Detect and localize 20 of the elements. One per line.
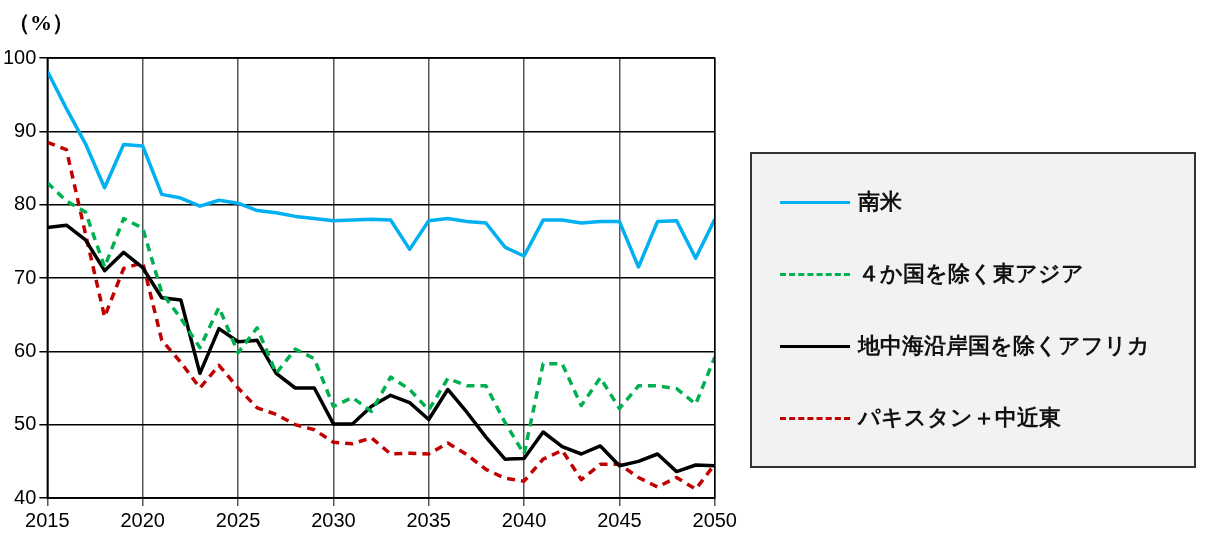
legend-label: 地中海沿岸国を除くアフリカ <box>858 332 1150 360</box>
y-tick-label: 70 <box>14 265 37 288</box>
legend-label: 南米 <box>858 188 902 216</box>
x-tick-label: 2040 <box>501 508 547 531</box>
y-tick-label: 40 <box>14 485 37 508</box>
x-tick-label: 2045 <box>597 508 642 531</box>
y-tick-label: 80 <box>14 192 37 215</box>
x-tick-label: 2015 <box>25 508 70 531</box>
legend-label: ４か国を除く東アジア <box>858 260 1084 288</box>
y-tick-label: 100 <box>2 45 37 68</box>
y-tick-label: 50 <box>14 412 37 435</box>
x-tick-label: 2035 <box>406 508 451 531</box>
legend-label: パキスタン＋中近東 <box>858 404 1061 432</box>
x-tick-label: 2030 <box>311 508 356 531</box>
x-tick-label: 2050 <box>692 508 737 531</box>
y-tick-label: 60 <box>14 338 37 361</box>
y-axis-title: （%） <box>8 9 74 37</box>
x-tick-label: 2020 <box>120 508 165 531</box>
y-tick-label: 90 <box>14 118 37 141</box>
x-tick-label: 2025 <box>215 508 261 531</box>
